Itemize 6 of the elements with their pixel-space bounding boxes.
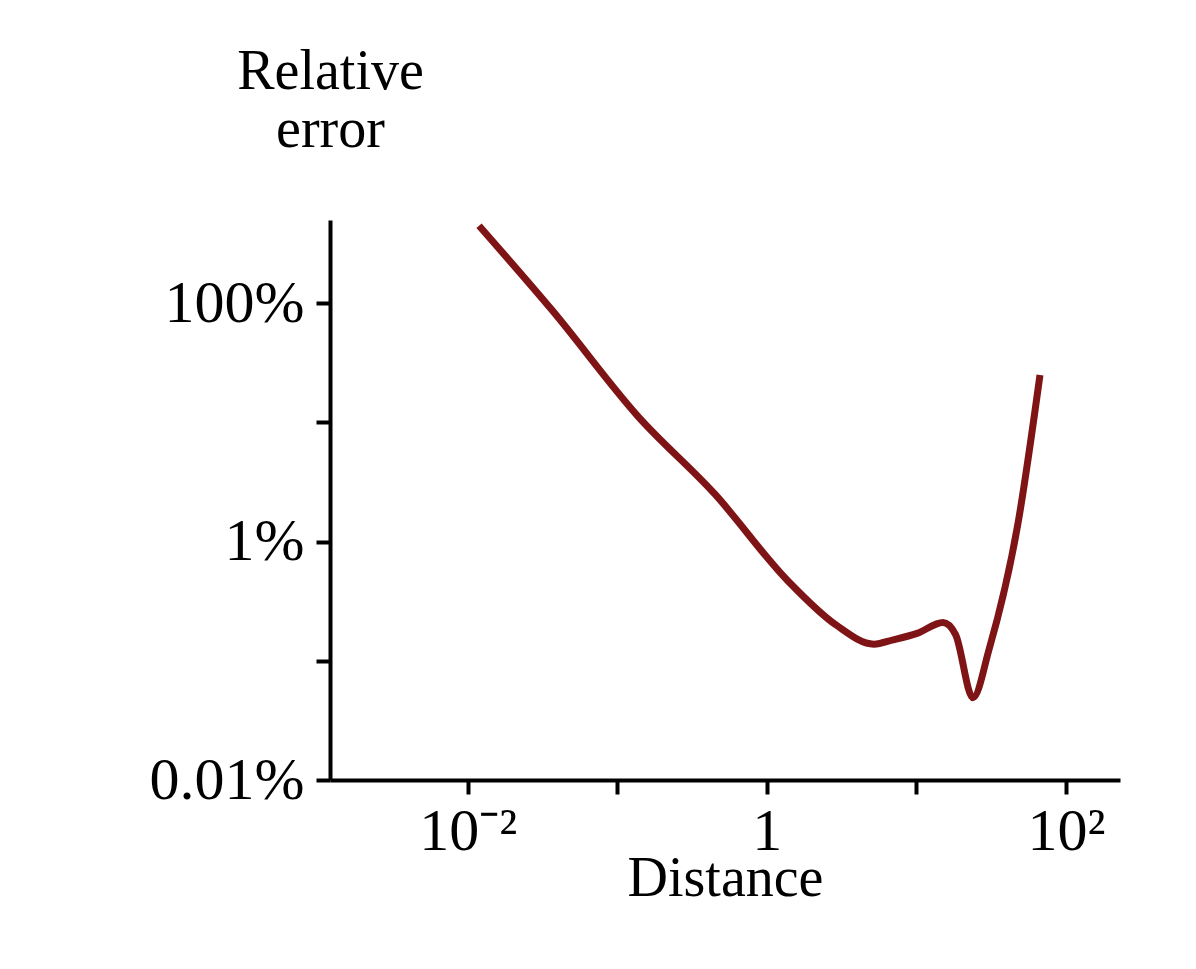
y-axis-title: Relative error	[237, 38, 424, 159]
y-tick-label: 100%	[164, 268, 305, 335]
x-tick-label: 10²	[1027, 796, 1106, 863]
x-tick-label: 10⁻²	[419, 796, 518, 863]
y-tick-label: 0.01%	[149, 745, 305, 812]
y-tick-label: 1%	[224, 507, 305, 574]
